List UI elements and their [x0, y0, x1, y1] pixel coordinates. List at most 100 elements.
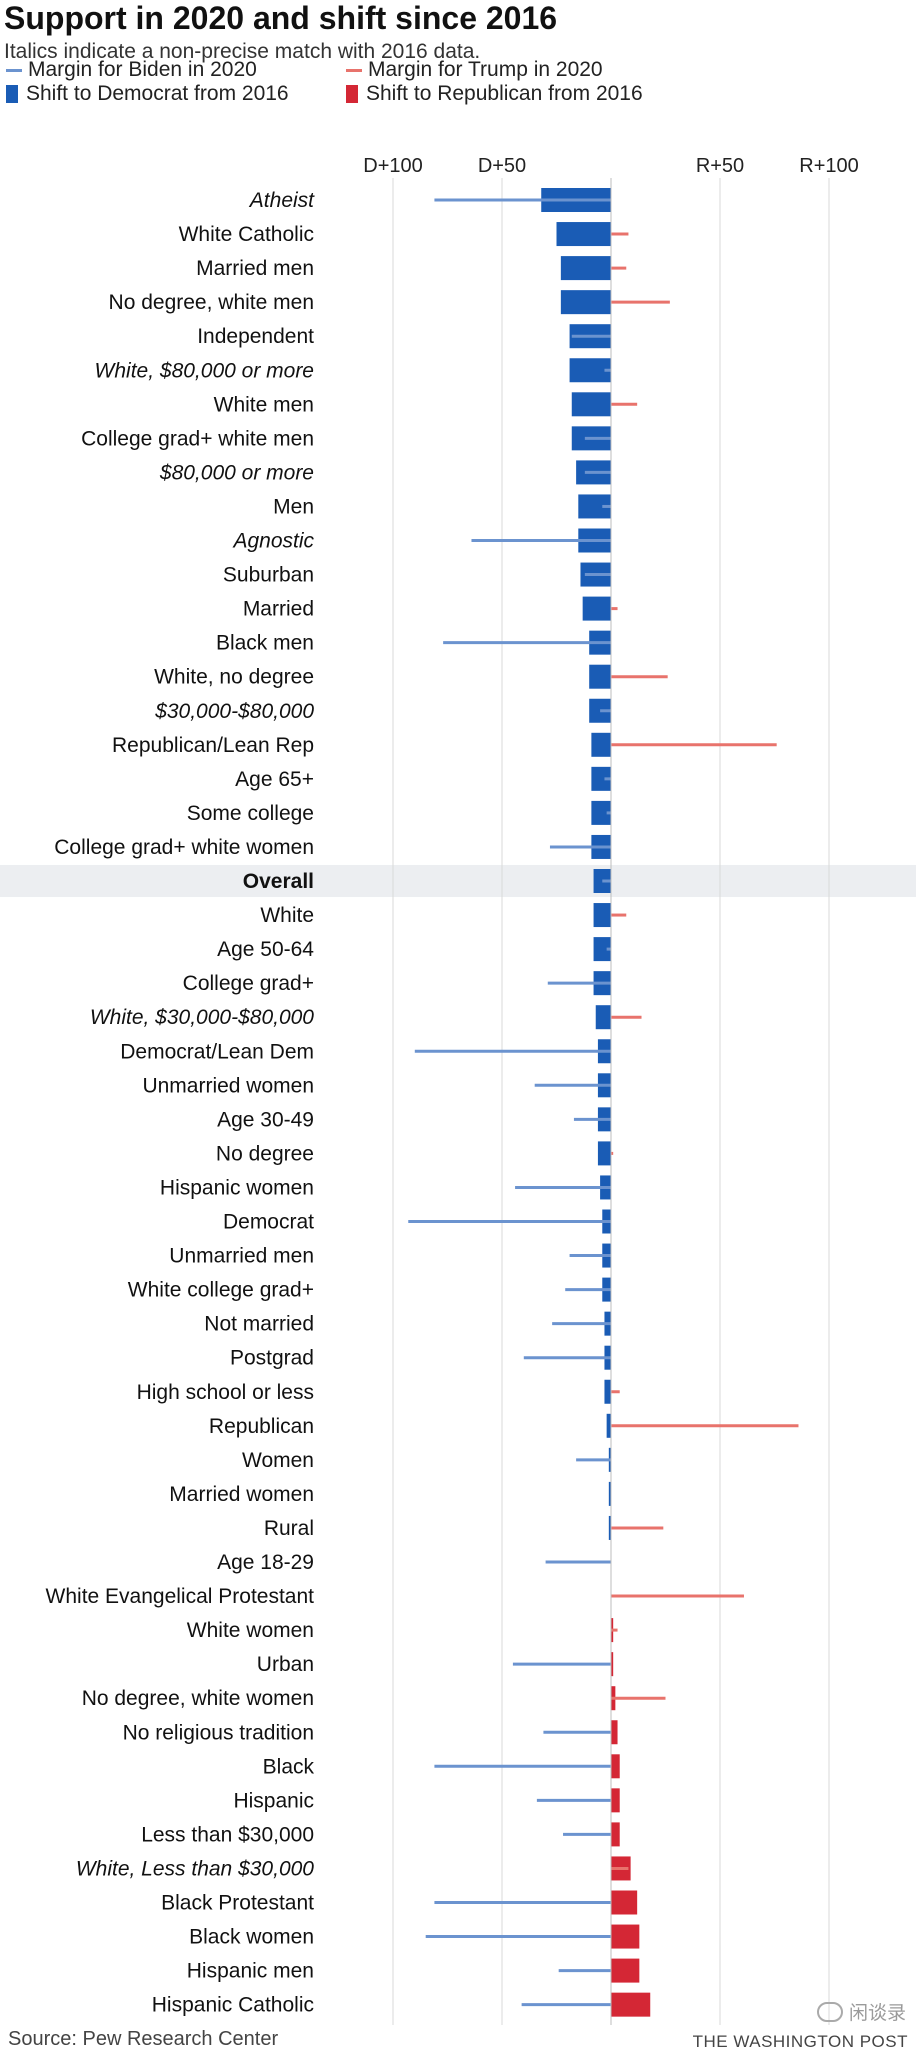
- legend-line-biden: [6, 68, 22, 72]
- highlight-band: [0, 864, 916, 898]
- shift-bar-dem: [560, 256, 611, 281]
- row-label: Postgrad: [230, 1347, 314, 1370]
- row-label: College grad+ white men: [81, 427, 314, 450]
- row-label: No degree, white women: [82, 1687, 314, 1710]
- row-label: Independent: [197, 325, 314, 348]
- shift-bar-dem: [591, 732, 611, 757]
- row-label: Republican/Lean Rep: [112, 734, 314, 757]
- legend-item-dem-shift: Shift to Democrat from 2016: [6, 82, 289, 106]
- row-label: Urban: [257, 1653, 314, 1676]
- shift-bar-rep: [611, 1822, 620, 1847]
- row-label: Men: [273, 495, 314, 518]
- row-label: White, $80,000 or more: [95, 359, 314, 382]
- row-label: Black women: [189, 1926, 314, 1949]
- row-label: Age 65+: [235, 768, 314, 791]
- shift-bar-rep: [611, 1788, 620, 1813]
- shift-bar-rep: [611, 1754, 620, 1779]
- row-label: White Catholic: [179, 223, 314, 246]
- x-tick-label: R+100: [799, 155, 859, 177]
- row-label: College grad+: [183, 972, 314, 995]
- shift-bar-dem: [589, 664, 611, 689]
- row-label: Hispanic: [233, 1789, 314, 1812]
- row-label: Hispanic Catholic: [152, 1994, 314, 2017]
- legend-line-trump: [346, 68, 362, 72]
- row-label: $80,000 or more: [159, 461, 314, 484]
- row-label: Democrat: [223, 1211, 314, 1234]
- row-label: Age 30-49: [217, 1108, 314, 1131]
- shift-bar-dem: [595, 1005, 611, 1030]
- row-label: Suburban: [223, 564, 314, 587]
- shift-bar-dem: [556, 222, 611, 247]
- shift-bar-dem: [606, 1413, 611, 1438]
- chart-title: Support in 2020 and shift since 2016: [4, 0, 558, 36]
- shift-bar-dem: [582, 596, 611, 621]
- legend-item-trump-margin: Margin for Trump in 2020: [346, 58, 603, 82]
- row-label: Less than $30,000: [141, 1823, 314, 1846]
- row-label: Overall: [243, 870, 314, 893]
- row-label: Unmarried men: [169, 1245, 314, 1268]
- legend-item-biden-margin: Margin for Biden in 2020: [6, 58, 257, 82]
- shift-bar-dem: [593, 903, 611, 928]
- row-label: Married women: [169, 1483, 314, 1506]
- shift-bar-rep: [611, 1890, 638, 1915]
- watermark: 闲谈录: [816, 1998, 906, 2025]
- row-label: White, Less than $30,000: [76, 1857, 314, 1880]
- row-label: No religious tradition: [123, 1721, 314, 1744]
- shift-bar-dem: [608, 1515, 611, 1540]
- shift-bar-rep: [611, 1720, 618, 1745]
- row-label: Black Protestant: [161, 1892, 314, 1915]
- legend-swatch-rep: [346, 85, 358, 103]
- row-label: White, no degree: [154, 666, 314, 689]
- shift-bar-rep: [611, 1924, 640, 1949]
- row-label: Hispanic men: [187, 1960, 314, 1983]
- row-label: Black: [263, 1755, 315, 1778]
- wechat-icon: [816, 2001, 843, 2022]
- x-tick-label: D+50: [478, 155, 526, 177]
- publisher-credit: THE WASHINGTON POST: [692, 2032, 908, 2051]
- row-label: No degree: [216, 1142, 314, 1165]
- x-tick-label: D+100: [363, 155, 423, 177]
- row-label: Democrat/Lean Dem: [120, 1040, 314, 1063]
- legend-label: Margin for Biden in 2020: [28, 58, 257, 81]
- shift-bar-dem: [608, 1481, 611, 1506]
- legend-item-rep-shift: Shift to Republican from 2016: [346, 82, 643, 106]
- row-label: White, $30,000-$80,000: [90, 1006, 314, 1029]
- shift-bar-rep: [611, 1992, 651, 2017]
- chart-subtitle: Italics indicate a non-precise match wit…: [4, 40, 481, 63]
- row-label: Agnostic: [231, 530, 314, 553]
- row-label: White men: [214, 393, 314, 416]
- row-label: $30,000-$80,000: [154, 700, 314, 723]
- row-label: Women: [242, 1449, 314, 1472]
- row-label: White Evangelical Protestant: [46, 1585, 315, 1608]
- watermark-text: 闲谈录: [848, 2003, 906, 2024]
- shift-bar-dem: [560, 290, 611, 315]
- row-label: No degree, white men: [109, 291, 314, 314]
- row-label: College grad+ white women: [54, 836, 314, 859]
- row-label: Rural: [264, 1517, 314, 1540]
- row-label: White: [260, 904, 314, 927]
- row-label: Age 18-29: [217, 1551, 314, 1574]
- row-label: White college grad+: [128, 1279, 314, 1302]
- row-label: Not married: [204, 1313, 314, 1336]
- row-label: White women: [187, 1619, 314, 1642]
- shift-bar-dem: [593, 937, 611, 962]
- shift-bar-dem: [591, 800, 611, 825]
- legend-swatch-dem: [6, 85, 18, 103]
- row-label: Some college: [187, 802, 314, 825]
- row-label: High school or less: [137, 1381, 314, 1404]
- row-label: Married: [243, 598, 314, 621]
- shift-bar-dem: [604, 1379, 611, 1404]
- x-tick-label: R+50: [696, 155, 744, 177]
- legend-label: Shift to Republican from 2016: [366, 82, 643, 105]
- shift-bar-rep: [611, 1958, 640, 1983]
- row-label: Hispanic women: [160, 1176, 314, 1199]
- shift-bar-dem: [591, 766, 611, 791]
- row-label: Republican: [209, 1415, 314, 1438]
- row-label: Age 50-64: [217, 938, 314, 961]
- source-note: Source: Pew Research Center: [8, 2028, 279, 2050]
- legend-label: Margin for Trump in 2020: [368, 58, 603, 81]
- shift-bar-dem: [571, 392, 611, 417]
- shift-bar-dem: [597, 1141, 611, 1166]
- row-label: Atheist: [248, 189, 315, 212]
